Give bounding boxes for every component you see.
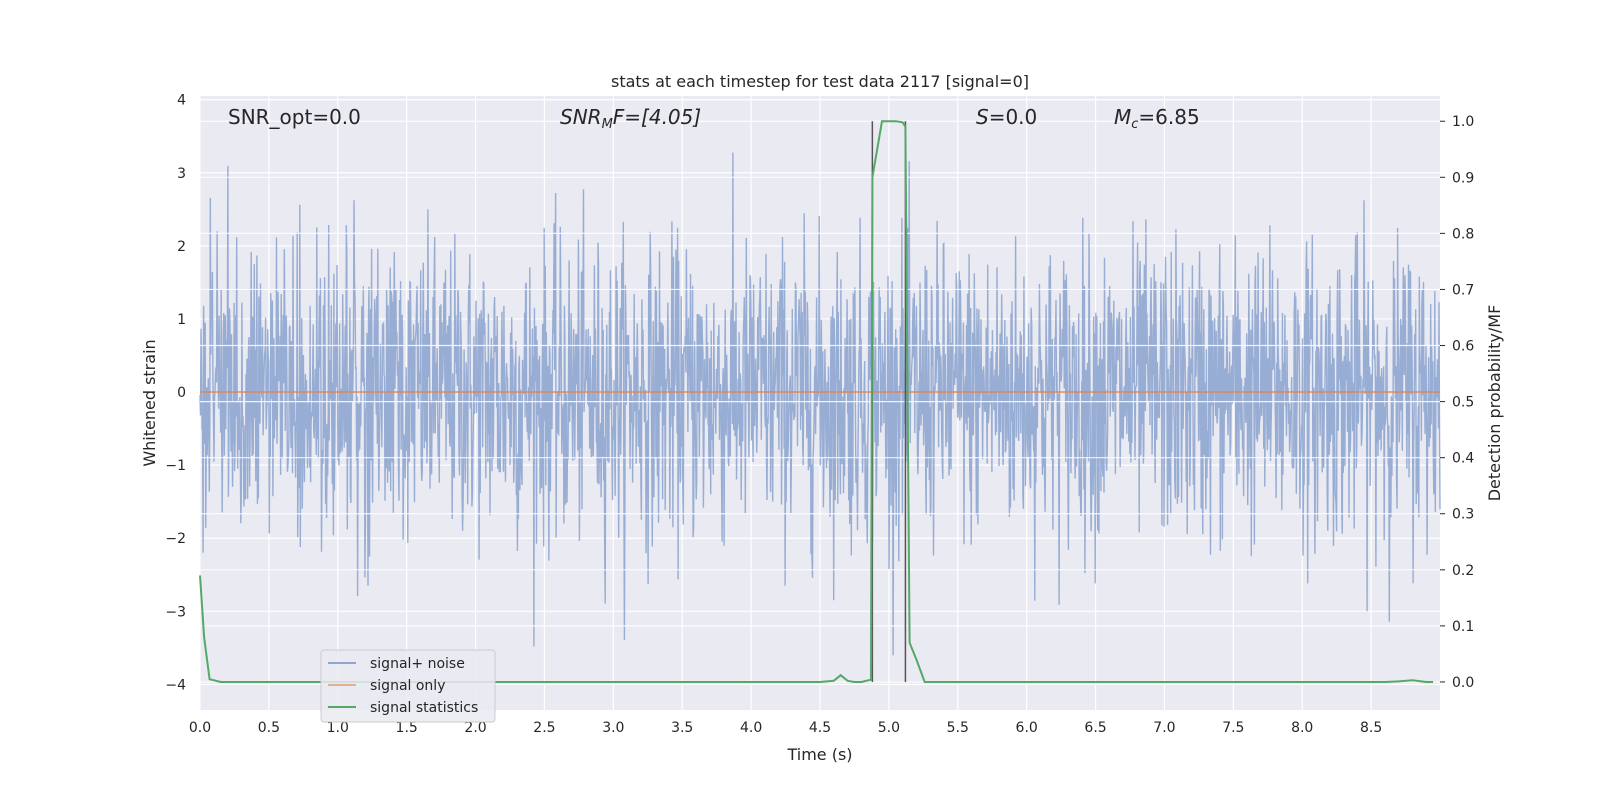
x-tick-label: 1.5	[396, 720, 418, 736]
x-tick-label: 6.5	[1084, 720, 1106, 736]
x-tick-label: 2.0	[464, 720, 486, 736]
annotation-snr-opt: SNR_opt=0.0	[228, 105, 361, 129]
left-y-tick-labels: 4 3 2 1 0 −1 −2 −3 −4	[165, 93, 186, 694]
x-tick-label: 8.5	[1360, 720, 1382, 736]
x-tick-label: 7.0	[1153, 720, 1175, 736]
x-tick-label: 5.0	[878, 720, 900, 736]
chart-title: stats at each timestep for test data 211…	[611, 72, 1029, 91]
signal-noise-series	[199, 152, 1441, 656]
x-axis-label: Time (s)	[786, 745, 852, 764]
right-y-axis-label: Detection probability/MF	[1485, 305, 1504, 502]
annotation-snr-mf-sub: M	[602, 117, 613, 132]
annotation-s-base: S	[976, 105, 989, 129]
left-y-tick-label: 3	[177, 166, 186, 182]
left-y-tick-label: 1	[177, 312, 186, 328]
annotation-mc: Mc=6.85	[1114, 105, 1200, 132]
legend-box	[320, 649, 496, 723]
left-y-tick-label: −4	[165, 677, 186, 693]
left-y-tick-label: −1	[165, 458, 186, 474]
right-y-tick-label: 0.9	[1452, 170, 1474, 186]
annotation-snr-mf-rest: F=[4.05]	[613, 105, 701, 129]
legend-label-signal-noise: signal+ noise	[370, 656, 465, 672]
right-y-tick-label: 0.3	[1452, 507, 1474, 523]
x-tick-labels: 0.0 0.5 1.0 1.5 2.0 2.5 3.0 3.5 4.0 4.5 5.0 5.5 6.0 6…	[189, 720, 1382, 736]
annotation-snr-mf: SNRMF=[4.05]	[560, 105, 701, 132]
left-y-tick-label: 0	[177, 385, 186, 401]
legend-label-signal-statistics: signal statistics	[370, 700, 478, 716]
annotation-mc-sub: c	[1131, 117, 1138, 132]
right-y-tick-label: 0.5	[1452, 395, 1474, 411]
legend-label-signal-only: signal only	[370, 678, 445, 694]
annotation-s: S=0.0	[976, 105, 1037, 129]
left-y-tick-label: 4	[177, 93, 186, 109]
x-tick-label: 0.5	[258, 720, 280, 736]
x-tick-label: 4.0	[740, 720, 762, 736]
right-y-tick-label: 0.7	[1452, 282, 1474, 298]
left-y-tick-label: −2	[165, 531, 186, 547]
right-y-tick-label: 0.2	[1452, 563, 1474, 579]
signal-noise-line	[199, 152, 1441, 656]
x-tick-label: 6.0	[1016, 720, 1038, 736]
x-tick-label: 7.5	[1222, 720, 1244, 736]
right-y-tick-labels: 1.0 0.9 0.8 0.7 0.6 0.5 0.4 0.3 0.2 0.1 0.0	[1440, 114, 1474, 691]
left-y-tick-label: −3	[165, 604, 186, 620]
annotation-snr-mf-base: SNR	[560, 105, 602, 129]
right-y-tick-label: 0.1	[1452, 619, 1474, 635]
x-tick-label: 8.0	[1291, 720, 1313, 736]
annotation-mc-base: M	[1114, 105, 1131, 129]
right-y-tick-label: 0.0	[1452, 675, 1474, 691]
x-tick-label: 0.0	[189, 720, 211, 736]
right-y-tick-label: 0.8	[1452, 226, 1474, 242]
annotation-mc-rest: =6.85	[1138, 105, 1199, 129]
right-y-tick-label: 1.0	[1452, 114, 1474, 130]
legend: signal+ noise signal only signal statist…	[320, 649, 496, 723]
annotation-s-rest: =0.0	[989, 105, 1038, 129]
x-tick-label: 2.5	[533, 720, 555, 736]
right-y-tick-label: 0.6	[1452, 339, 1474, 355]
left-y-axis-label: Whitened strain	[140, 339, 159, 466]
x-tick-label: 3.0	[602, 720, 624, 736]
right-y-tick-label: 0.4	[1452, 451, 1474, 467]
x-tick-label: 1.0	[327, 720, 349, 736]
left-y-tick-label: 2	[177, 239, 186, 255]
x-tick-label: 5.5	[947, 720, 969, 736]
x-tick-label: 3.5	[671, 720, 693, 736]
x-tick-label: 4.5	[809, 720, 831, 736]
